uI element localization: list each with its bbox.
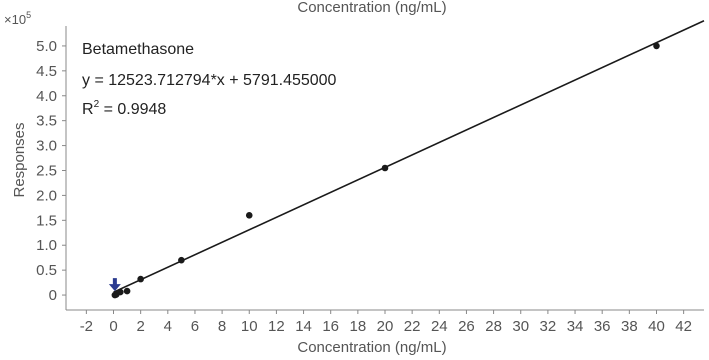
data-point xyxy=(381,164,389,172)
data-point xyxy=(178,256,185,264)
x-tick-label: 24 xyxy=(431,318,448,335)
x-tick-label: 40 xyxy=(648,318,665,335)
x-tick-label: -2 xyxy=(80,318,93,335)
y-axis-multiplier: ×105 xyxy=(4,10,31,27)
y-tick-label: 4.0 xyxy=(36,88,57,105)
regression-line xyxy=(113,20,705,293)
x-tick-label: 30 xyxy=(512,318,529,335)
y-tick-label: 1.5 xyxy=(36,212,57,229)
x-tick-label: 12 xyxy=(268,318,285,335)
y-axis-title: Responses xyxy=(11,122,28,197)
x-tick-label: 16 xyxy=(322,318,339,335)
data-point xyxy=(245,212,253,219)
data-point xyxy=(653,42,660,50)
y-multiplier-exponent: 5 xyxy=(26,10,31,20)
x-tick-label: 4 xyxy=(164,318,172,335)
x-tick-label: 18 xyxy=(350,318,367,335)
x-tick-label: 22 xyxy=(404,318,421,335)
tick-layer: 00.51.01.52.02.53.03.54.04.55.0-2 0 2 4 6 8 10… xyxy=(36,38,692,335)
x-tick-label: 34 xyxy=(567,318,584,335)
x-tick-label: 2 xyxy=(136,318,144,335)
x-tick-label: 8 xyxy=(218,318,226,335)
y-tick-label: 0 xyxy=(49,287,57,304)
y-tick-label: 5.0 xyxy=(36,38,57,55)
x-axis-title: Concentration (ng/mL) xyxy=(297,339,446,356)
x-tick-label: 14 xyxy=(295,318,312,335)
x-tick-label: 10 xyxy=(241,318,258,335)
data-point xyxy=(123,287,131,295)
points-layer xyxy=(108,42,660,299)
fit-layer xyxy=(113,20,705,293)
y-tick-label: 1.0 xyxy=(36,237,57,254)
x-tick-label: 32 xyxy=(540,318,557,335)
y-tick-label: 3.0 xyxy=(36,138,57,155)
y-tick-label: 0.5 xyxy=(36,262,57,279)
r2-value: = 0.9948 xyxy=(99,101,166,118)
x-tick-label: 38 xyxy=(621,318,638,335)
r2-prefix: R xyxy=(82,101,94,118)
x-tick-label: 26 xyxy=(458,318,475,335)
x-tick-label: 28 xyxy=(485,318,502,335)
y-tick-label: 2.5 xyxy=(36,162,57,179)
r-squared: R2 = 0.9948 xyxy=(82,99,166,118)
x-tick-label: 42 xyxy=(675,318,692,335)
y-tick-label: 2.0 xyxy=(36,187,57,204)
data-point xyxy=(116,288,124,296)
y-tick-label: 3.5 xyxy=(36,113,57,130)
data-point xyxy=(137,275,144,283)
r2-superscript: 2 xyxy=(94,99,100,110)
x-tick-label: 36 xyxy=(594,318,611,335)
y-tick-label: 4.5 xyxy=(36,63,57,80)
y-multiplier-base: ×10 xyxy=(4,12,26,27)
x-tick-label: 20 xyxy=(377,318,394,335)
x-tick-label: 0 xyxy=(109,318,117,335)
down-arrow-icon xyxy=(108,278,121,292)
regression-equation: y = 12523.712794*x + 5791.455000 xyxy=(82,72,337,89)
x-tick-label: 6 xyxy=(191,318,199,335)
top-axis-title: Concentration (ng/mL) xyxy=(297,0,446,16)
chart-title: Betamethasone xyxy=(82,41,194,58)
